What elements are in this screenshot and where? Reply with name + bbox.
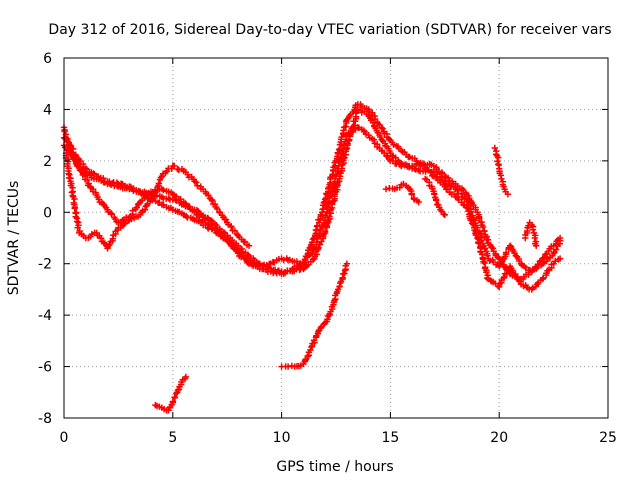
x-tick-label: 25: [599, 430, 617, 446]
data-series-track-g: [382, 180, 422, 206]
data-series-track-j: [522, 219, 540, 249]
chart-title: Day 312 of 2016, Sidereal Day-to-day VTE…: [48, 22, 611, 38]
x-tick-label: 0: [60, 430, 69, 446]
data-series-track-f: [278, 260, 351, 370]
x-tick-label: 5: [168, 430, 177, 446]
x-tick-label: 15: [381, 430, 399, 446]
data-series-track-e: [152, 373, 190, 414]
axis-ticks: 0 5 10 15 20 25 -8 -6 -4 -2 0 2 4 6: [38, 51, 617, 446]
y-tick-label: -2: [38, 257, 52, 273]
x-tick-label: 10: [273, 430, 291, 446]
data-series-track-h: [422, 175, 448, 219]
plot-border: [63, 57, 609, 419]
y-tick-label: 4: [43, 102, 52, 118]
data-series-track-d: [62, 149, 253, 252]
data-series-track-i: [491, 144, 512, 198]
x-tick-label: 20: [490, 430, 508, 446]
y-axis-label: SDTVAR / TECUs: [6, 181, 22, 296]
x-axis-label: GPS time / hours: [276, 459, 393, 475]
y-tick-label: -6: [38, 360, 52, 376]
y-tick-label: 0: [43, 205, 52, 221]
y-tick-label: -4: [38, 308, 52, 324]
y-tick-label: 6: [43, 51, 52, 67]
y-tick-label: 2: [43, 154, 52, 170]
data-points: [60, 101, 564, 414]
y-tick-label: -8: [38, 411, 52, 427]
